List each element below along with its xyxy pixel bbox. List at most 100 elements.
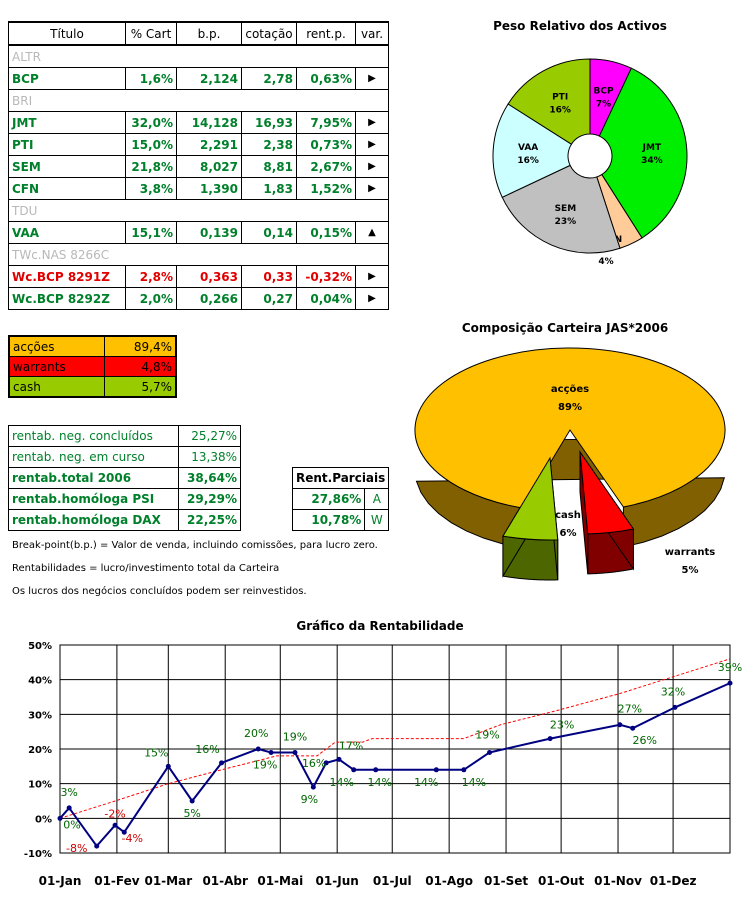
cell-bp: 2,124: [176, 67, 242, 90]
table-row: ALTR: [8, 44, 389, 68]
note-breakpoint: Break-point(b.p.) = Valor de venda, incl…: [12, 540, 378, 551]
point-label: 17%: [339, 739, 363, 752]
cell-rent: 1,52%: [296, 177, 356, 200]
rentab-value: 29,29%: [177, 488, 242, 510]
cell-cart: 1,6%: [125, 67, 177, 90]
cell-bp: [176, 89, 242, 112]
cell-cot: 0,14: [241, 221, 297, 244]
cell-titulo: TWc.NAS 8266C: [8, 243, 126, 266]
point-label: 19%: [283, 730, 307, 743]
point-label: 5%: [183, 807, 200, 820]
cell-rent: 2,67%: [296, 155, 356, 178]
rentab-point: [57, 815, 63, 821]
point-label: 20%: [244, 727, 268, 740]
cell-var: ▶: [355, 177, 389, 200]
cell-titulo: SEM: [8, 155, 126, 178]
rentab-label: rentab.homóloga PSI: [8, 488, 179, 510]
pie3d-label: acções: [551, 384, 589, 395]
x-tick: 01-Set: [484, 874, 528, 888]
point-label: 23%: [550, 719, 574, 732]
parciais-row: 27,86% A: [291, 488, 390, 510]
cell-rent: [296, 199, 356, 222]
cell-rent: 0,73%: [296, 133, 356, 156]
y-tick: 50%: [28, 641, 52, 652]
cell-cot: [241, 199, 297, 222]
point-label: -4%: [122, 832, 143, 845]
rentab-point: [219, 760, 225, 766]
table-row: VAA 15,1% 0,139 0,14 0,15% ▲: [8, 221, 389, 244]
donut-slice-vaa: [492, 103, 573, 198]
table-row: Wc.BCP 8292Z 2,0% 0,266 0,27 0,04% ▶: [8, 287, 389, 310]
pie3d-label: warrants: [665, 547, 715, 558]
cell-titulo: CFN: [8, 177, 126, 200]
col-cart: % Cart: [125, 21, 177, 46]
rentab-point: [310, 784, 316, 790]
cell-titulo: BRI: [8, 89, 126, 112]
rentab-point: [121, 829, 127, 835]
y-tick: 10%: [28, 780, 52, 791]
cell-cot: 2,78: [241, 67, 297, 90]
col-titulo: Título: [8, 21, 126, 46]
cell-var: ▶: [355, 265, 389, 288]
cell-cart: [125, 243, 177, 266]
table-row: CFN 3,8% 1,390 1,83 1,52% ▶: [8, 177, 389, 200]
cell-var: ▶: [355, 111, 389, 134]
cell-var: [355, 89, 389, 112]
cell-var: ▶: [355, 67, 389, 90]
rentab-value: 22,25%: [177, 509, 242, 531]
cell-bp: 14,128: [176, 111, 242, 134]
rentab-value: 13,38%: [177, 446, 242, 468]
rentab-point: [547, 736, 553, 742]
cell-cot: 0,27: [241, 287, 297, 310]
rentab-label: rentab.homóloga DAX: [8, 509, 179, 531]
y-tick: -10%: [24, 849, 52, 860]
pie3d-label: cash: [555, 510, 581, 521]
cell-rent: 0,04%: [296, 287, 356, 310]
point-label: 14%: [462, 776, 486, 789]
y-tick: 40%: [28, 676, 52, 687]
cell-cart: 3,8%: [125, 177, 177, 200]
composition-value: 5,7%: [103, 376, 177, 398]
rentab-label: rentab.total 2006: [8, 467, 179, 489]
cell-titulo: BCP: [8, 67, 126, 90]
portfolio-header-row: Título % Cart b.p. cotação rent.p. var.: [8, 21, 389, 46]
cell-bp: 0,363: [176, 265, 242, 288]
cell-rent: 7,95%: [296, 111, 356, 134]
composition-row: acções 89,4%: [8, 335, 177, 357]
point-label: -2%: [104, 807, 125, 820]
cell-rent: [296, 243, 356, 266]
cell-var: [355, 199, 389, 222]
cell-cot: 16,93: [241, 111, 297, 134]
rentab-point: [351, 767, 357, 773]
cell-rent: -0,32%: [296, 265, 356, 288]
rentab-point: [727, 680, 733, 686]
x-tick: 01-Ago: [425, 874, 473, 888]
x-tick: 01-Fev: [94, 874, 140, 888]
table-row: JMT 32,0% 14,128 16,93 7,95% ▶: [8, 111, 389, 134]
point-label: 14%: [414, 776, 438, 789]
table-row: TWc.NAS 8266C: [8, 243, 389, 266]
y-tick: 20%: [28, 745, 52, 756]
cell-cart: 32,0%: [125, 111, 177, 134]
point-label: 19%: [475, 728, 499, 741]
donut-label: JMT: [642, 143, 662, 153]
point-label: 27%: [618, 703, 642, 716]
pie3d-slice-warrants: [579, 450, 635, 535]
donut-label: BCP: [593, 86, 613, 96]
benchmark-line: [59, 658, 731, 819]
rentab-point: [336, 756, 342, 762]
cell-cart: 15,1%: [125, 221, 177, 244]
cell-titulo: ALTR: [8, 44, 126, 68]
rentab-table: rentab. neg. concluídos 25,27% rentab. neg…: [8, 425, 242, 531]
cell-bp: 8,027: [176, 155, 242, 178]
table-row: TDU: [8, 199, 389, 222]
parciais-value: 10,78%: [291, 509, 366, 531]
donut-label: VAA: [518, 143, 538, 153]
rentab-row: rentab.homóloga PSI 29,29%: [8, 488, 242, 510]
cell-rent: [296, 89, 356, 112]
point-label: 39%: [718, 661, 742, 674]
donut-slice-jmt: [598, 67, 688, 239]
point-label: 14%: [367, 776, 391, 789]
cell-rent: [296, 44, 356, 68]
cell-bp: 1,390: [176, 177, 242, 200]
